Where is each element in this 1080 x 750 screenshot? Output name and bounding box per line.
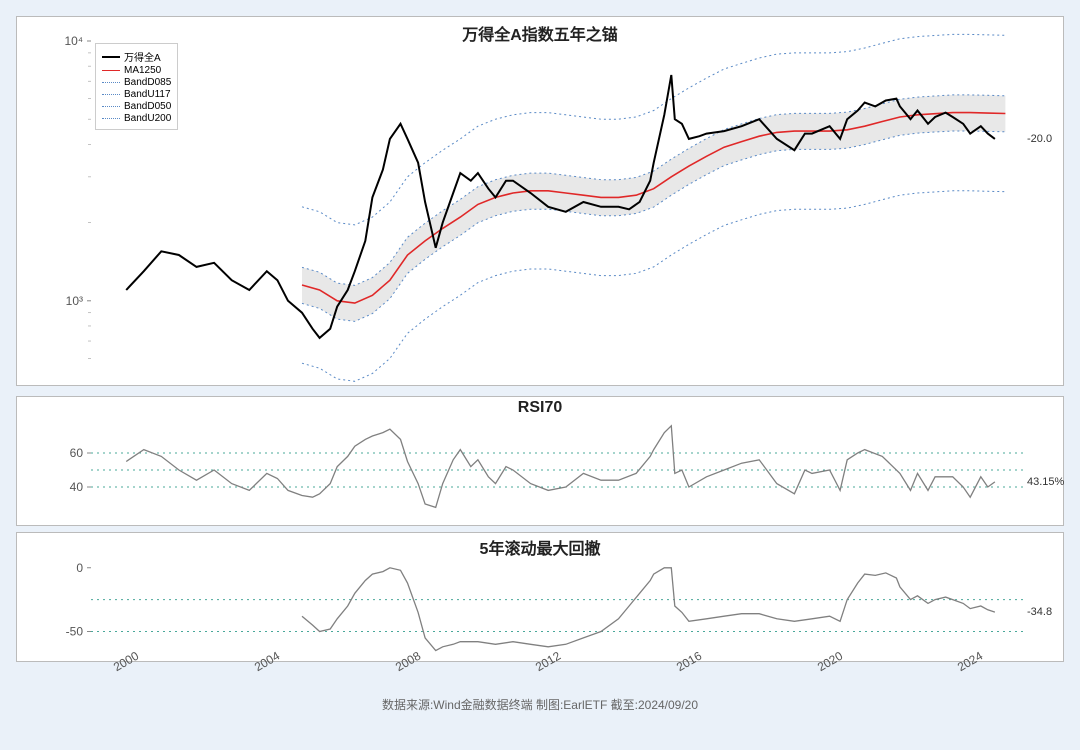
legend: 万得全AMA1250BandD085BandU117BandD050BandU2… xyxy=(95,43,178,130)
svg-text:0: 0 xyxy=(76,561,83,575)
footer-text: 数据来源:Wind金融数据终端 制图:EarlETF 截至:2024/09/20 xyxy=(6,696,1074,713)
panel3-svg: -50 0 xyxy=(17,533,1077,663)
svg-text:10³: 10³ xyxy=(66,294,83,308)
panel-drawdown: 5年滚动最大回撤 -500 -34.8 xyxy=(16,532,1064,662)
svg-text:40: 40 xyxy=(70,480,84,494)
panel-main-chart: 万得全A指数五年之锚 10³10⁴ 万得全AMA1250BandD085Band… xyxy=(16,16,1064,386)
svg-text:-50: -50 xyxy=(66,625,84,639)
x-axis: 2000200420082012201620202024 xyxy=(16,662,1064,692)
panel-rsi: RSI70 4060 43.15% xyxy=(16,396,1064,526)
svg-text:10⁴: 10⁴ xyxy=(64,34,83,48)
panel2-svg: 40 60 xyxy=(17,397,1077,527)
panel2-end-label: 43.15% xyxy=(1027,476,1064,488)
panel3-end-label: -34.8 xyxy=(1027,606,1052,618)
svg-text:60: 60 xyxy=(70,446,84,460)
panel1-end-label: -20.0 xyxy=(1027,133,1052,145)
